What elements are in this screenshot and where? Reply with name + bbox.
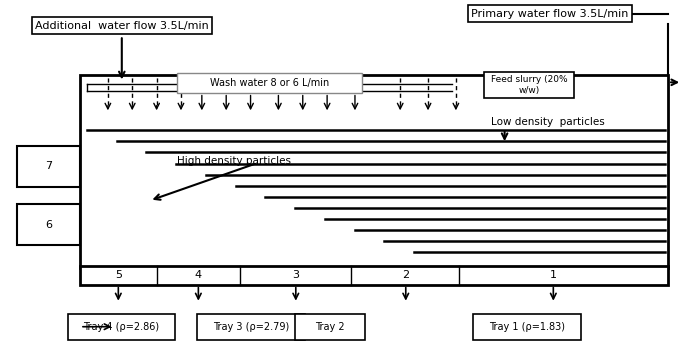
Text: 4: 4 bbox=[195, 270, 202, 280]
Bar bbox=[197, 314, 305, 340]
Bar bbox=[80, 75, 668, 268]
Text: Additional  water flow 3.5L/min: Additional water flow 3.5L/min bbox=[35, 21, 209, 31]
Bar bbox=[473, 314, 581, 340]
Text: 3: 3 bbox=[292, 270, 299, 280]
Text: 7: 7 bbox=[45, 161, 52, 172]
Text: Wash water 8 or 6 L/min: Wash water 8 or 6 L/min bbox=[210, 78, 329, 88]
Text: High density particles: High density particles bbox=[177, 156, 292, 166]
Bar bbox=[80, 266, 668, 285]
Text: Low density  particles: Low density particles bbox=[491, 117, 604, 127]
Bar bbox=[295, 314, 365, 340]
Text: 5: 5 bbox=[115, 270, 122, 280]
Text: Tray 3 (ρ=2.79): Tray 3 (ρ=2.79) bbox=[213, 322, 289, 332]
Text: Feed slurry (20%
w/w): Feed slurry (20% w/w) bbox=[491, 75, 567, 95]
Text: Primary water flow 3.5L/min: Primary water flow 3.5L/min bbox=[471, 9, 628, 19]
Text: 1: 1 bbox=[550, 270, 557, 280]
Text: Tray 4 (ρ=2.86): Tray 4 (ρ=2.86) bbox=[84, 322, 159, 332]
Bar bbox=[484, 72, 574, 98]
Bar bbox=[17, 204, 80, 245]
Text: 2: 2 bbox=[402, 270, 409, 280]
Bar bbox=[17, 146, 80, 187]
Bar bbox=[68, 314, 175, 340]
Text: 6: 6 bbox=[45, 220, 52, 230]
Text: Tray 2: Tray 2 bbox=[315, 322, 345, 332]
Bar bbox=[177, 73, 362, 93]
Text: Tray 1 (ρ=1.83): Tray 1 (ρ=1.83) bbox=[489, 322, 565, 332]
